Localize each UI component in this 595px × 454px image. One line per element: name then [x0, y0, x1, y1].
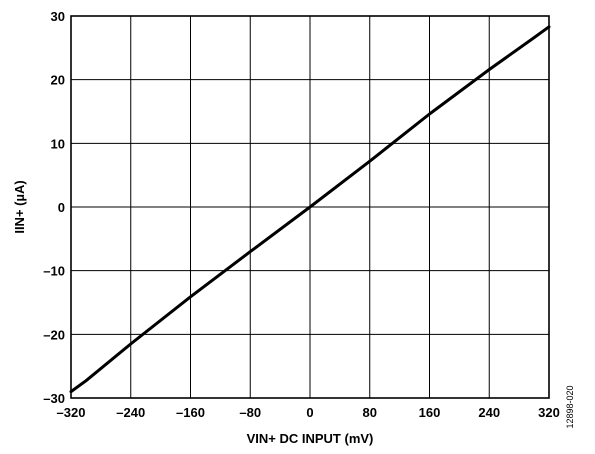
- y-tick-label: –10: [43, 264, 65, 279]
- x-tick-label: 160: [419, 405, 441, 420]
- tick-labels: –320 –240 –160 –80 0 80 160 240 320 –30 –20 –10 0 10 2…: [43, 9, 560, 420]
- x-axis-label: VIN+ DC INPUT (mV): [247, 431, 374, 446]
- plot-frame: [70, 15, 550, 399]
- x-tick-label: –80: [239, 405, 261, 420]
- y-tick-label: –20: [43, 327, 65, 342]
- x-tick-label: –160: [176, 405, 205, 420]
- x-tick-label: 0: [306, 405, 313, 420]
- y-axis-label: IIN+ (µA): [12, 180, 27, 233]
- x-tick-label: 320: [538, 405, 560, 420]
- x-tick-label: –320: [57, 405, 86, 420]
- y-tick-label: 30: [51, 9, 65, 24]
- y-tick-label: 10: [51, 136, 65, 151]
- series-line: [69, 25, 551, 394]
- x-tick-label: –240: [116, 405, 145, 420]
- figure-id: 12898-020: [565, 385, 575, 428]
- y-tick-label: –30: [43, 391, 65, 406]
- x-tick-label: 240: [478, 405, 500, 420]
- x-tick-label: 80: [363, 405, 377, 420]
- y-tick-label: 0: [58, 200, 65, 215]
- y-tick-label: 20: [51, 73, 65, 88]
